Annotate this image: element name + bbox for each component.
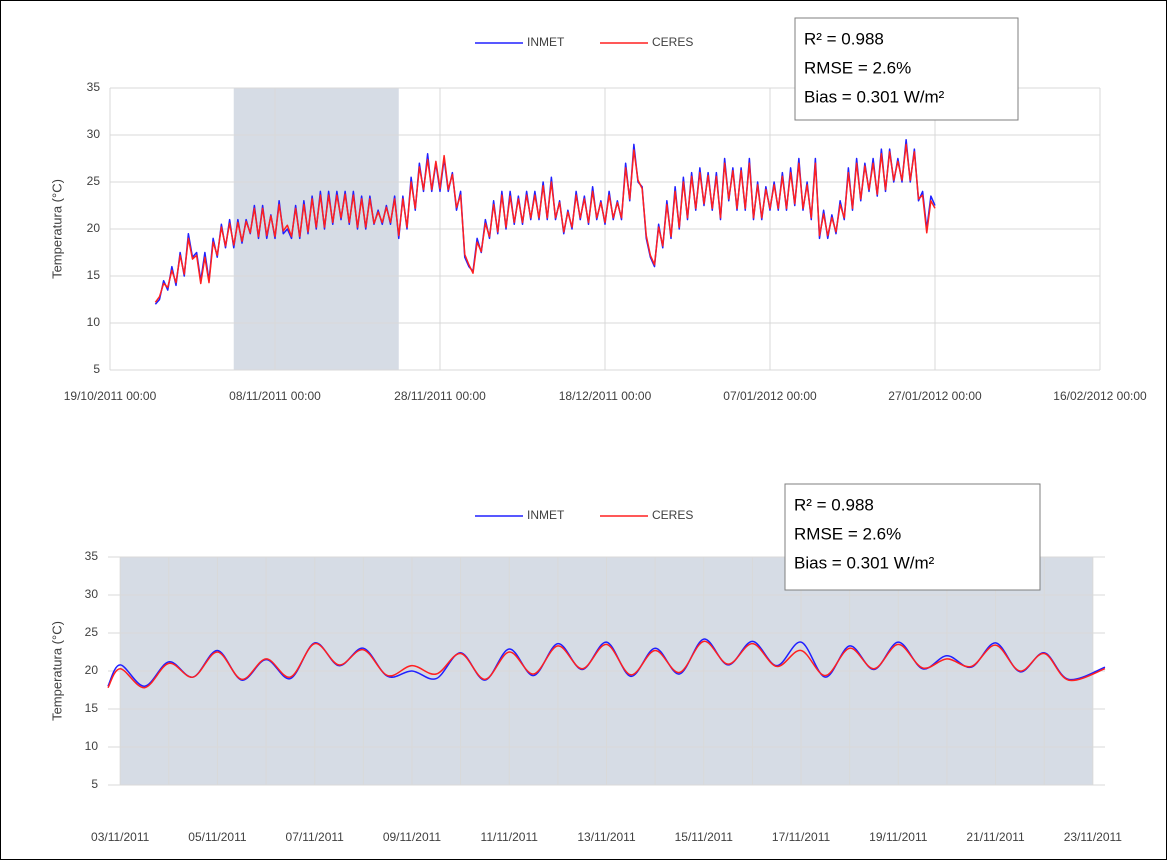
x-tick-label: 27/01/2012 00:00 <box>888 389 982 403</box>
x-tick-label: 21/11/2011 <box>966 830 1025 844</box>
legend-label: CERES <box>652 35 693 49</box>
y-tick-label: 30 <box>85 587 99 601</box>
y-tick-label: 5 <box>93 362 100 376</box>
x-tick-label: 16/02/2012 00:00 <box>1053 389 1147 403</box>
series-line <box>154 143 936 303</box>
y-tick-label: 35 <box>85 549 99 563</box>
y-tick-label: 15 <box>85 701 99 715</box>
x-tick-label: 23/11/2011 <box>1064 830 1123 844</box>
legend-label: INMET <box>527 35 565 49</box>
x-tick-label: 05/11/2011 <box>188 830 247 844</box>
annotation-box <box>794 17 1019 121</box>
annotation-box <box>784 483 1041 591</box>
y-tick-label: 20 <box>87 221 101 235</box>
legend-label: INMET <box>527 508 565 522</box>
y-tick-label: 20 <box>85 663 99 677</box>
x-tick-label: 13/11/2011 <box>577 830 636 844</box>
y-tick-label: 5 <box>91 777 98 791</box>
x-tick-label: 17/11/2011 <box>772 830 831 844</box>
x-tick-label: 19/11/2011 <box>869 830 928 844</box>
x-tick-label: 11/11/2011 <box>481 830 539 844</box>
x-tick-label: 07/11/2011 <box>286 830 345 844</box>
y-axis-title: Temperatura (°C) <box>49 179 64 279</box>
legend-label: CERES <box>652 508 693 522</box>
y-tick-label: 10 <box>87 315 101 329</box>
annotation-text: R² = 0.988 <box>794 495 874 514</box>
x-tick-label: 15/11/2011 <box>675 830 734 844</box>
x-tick-label: 03/11/2011 <box>91 830 150 844</box>
series-line <box>107 640 1106 689</box>
annotation-text: RMSE = 2.6% <box>794 524 901 543</box>
y-tick-label: 25 <box>87 174 101 188</box>
y-tick-label: 10 <box>85 739 99 753</box>
x-tick-label: 08/11/2011 00:00 <box>229 389 321 403</box>
y-tick-label: 30 <box>87 127 101 141</box>
annotation-text: Bias = 0.301 W/m² <box>804 87 945 106</box>
x-tick-label: 07/01/2012 00:00 <box>723 389 817 403</box>
y-axis-title: Temperatura (°C) <box>49 621 64 721</box>
annotation-text: RMSE = 2.6% <box>804 58 911 77</box>
x-tick-label: 28/11/2011 00:00 <box>394 389 486 403</box>
y-tick-label: 25 <box>85 625 99 639</box>
x-tick-label: 19/10/2011 00:00 <box>64 389 157 403</box>
x-tick-label: 18/12/2011 00:00 <box>559 389 652 403</box>
y-tick-label: 35 <box>87 80 101 94</box>
annotation-text: Bias = 0.301 W/m² <box>794 553 935 572</box>
x-tick-label: 09/11/2011 <box>383 830 442 844</box>
annotation-text: R² = 0.988 <box>804 29 884 48</box>
y-tick-label: 15 <box>87 268 101 282</box>
